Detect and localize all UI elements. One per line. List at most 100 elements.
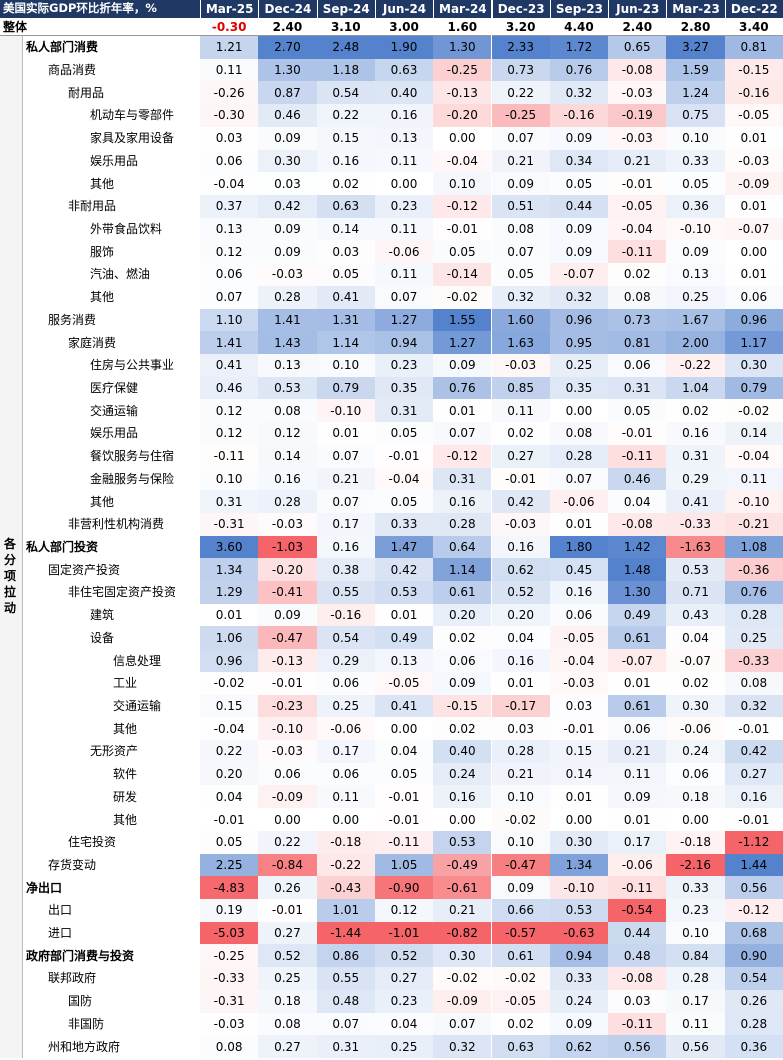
- row-label: 国防: [68, 994, 93, 1009]
- row-label: 软件: [113, 767, 138, 782]
- value-cell: 0.07: [374, 285, 434, 309]
- value-cell: 1.30: [433, 36, 492, 59]
- value-cell: 0.09: [608, 785, 667, 809]
- value-cell: 0.32: [491, 285, 550, 309]
- value-cell: 0.33: [549, 967, 609, 990]
- total-cell: 2.80: [666, 18, 725, 36]
- value-cell: 0.27: [374, 967, 434, 990]
- value-cell: 1.41: [200, 331, 259, 354]
- value-cell: -0.16: [549, 104, 609, 127]
- value-cell: 0.85: [491, 376, 550, 400]
- header-cell: Jun-23: [608, 0, 667, 18]
- value-cell: 0.94: [549, 944, 609, 968]
- value-cell: -0.18: [666, 830, 725, 854]
- value-cell: -0.22: [666, 353, 725, 377]
- row-label: 建筑: [90, 608, 115, 623]
- value-cell: 0.01: [549, 785, 609, 809]
- value-cell: 1.30: [258, 58, 317, 82]
- value-cell: 0.29: [666, 467, 725, 491]
- value-cell: -0.11: [608, 1012, 667, 1036]
- value-cell: 0.14: [549, 762, 609, 786]
- header-cell: Sep-24: [316, 0, 375, 18]
- row-label: 娱乐用品: [90, 153, 139, 168]
- value-cell: 0.07: [433, 422, 492, 445]
- value-cell: 0.43: [666, 603, 725, 627]
- value-cell: 0.95: [549, 331, 609, 354]
- value-cell: -0.01: [200, 808, 259, 831]
- value-cell: 0.27: [258, 1035, 317, 1058]
- value-cell: 1.21: [200, 36, 259, 59]
- value-cell: -0.04: [549, 649, 609, 672]
- value-cell: 0.76: [433, 376, 492, 400]
- value-cell: 0.56: [666, 1035, 725, 1058]
- value-cell: 0.07: [316, 444, 375, 468]
- value-cell: 0.05: [316, 263, 375, 286]
- value-cell: 0.46: [200, 376, 259, 400]
- value-cell: 0.81: [608, 331, 667, 354]
- value-cell: 1.10: [200, 308, 259, 332]
- value-cell: -0.21: [724, 512, 783, 536]
- value-cell: -0.15: [433, 694, 492, 718]
- value-cell: -0.84: [258, 853, 317, 877]
- value-cell: 0.03: [316, 240, 375, 264]
- value-cell: 0.05: [491, 263, 550, 286]
- value-cell: -0.04: [374, 467, 434, 491]
- value-cell: 0.16: [549, 581, 609, 604]
- row-label: 其他: [90, 176, 115, 191]
- value-cell: 0.06: [666, 762, 725, 786]
- value-cell: 0.30: [549, 830, 609, 854]
- value-cell: 0.16: [433, 785, 492, 809]
- value-cell: 1.01: [316, 899, 375, 922]
- value-cell: 1.05: [374, 853, 434, 877]
- value-cell: 0.52: [491, 581, 550, 604]
- value-cell: -0.02: [433, 285, 492, 309]
- value-cell: -0.08: [608, 512, 667, 536]
- value-cell: 2.70: [258, 36, 317, 59]
- value-cell: 0.49: [608, 603, 667, 627]
- value-cell: 0.53: [258, 376, 317, 400]
- value-cell: -0.18: [316, 830, 375, 854]
- value-cell: 0.28: [491, 740, 550, 763]
- row-label: 家具及家用设备: [90, 131, 175, 146]
- value-cell: 1.14: [433, 558, 492, 582]
- value-cell: 1.80: [549, 535, 609, 559]
- value-cell: 0.25: [724, 626, 783, 650]
- value-cell: 0.16: [316, 149, 375, 173]
- value-cell: 0.16: [491, 535, 550, 559]
- value-cell: 0.09: [549, 1012, 609, 1036]
- value-cell: -0.06: [549, 490, 609, 513]
- value-cell: 0.30: [666, 694, 725, 718]
- value-cell: 0.90: [724, 944, 783, 968]
- value-cell: 0.20: [433, 603, 492, 627]
- value-cell: 0.27: [491, 444, 550, 468]
- value-cell: 0.11: [374, 217, 434, 241]
- header-cell: Dec-23: [491, 0, 550, 18]
- value-cell: 1.41: [258, 308, 317, 332]
- value-cell: 0.16: [258, 467, 317, 491]
- value-cell: -0.04: [200, 172, 259, 195]
- value-cell: 0.36: [724, 1035, 783, 1058]
- value-cell: 0.03: [258, 172, 317, 195]
- value-cell: 1.67: [666, 308, 725, 332]
- value-cell: -0.02: [433, 967, 492, 990]
- value-cell: 0.05: [374, 490, 434, 513]
- value-cell: 3.60: [200, 535, 259, 559]
- value-cell: 1.72: [549, 36, 609, 59]
- value-cell: -0.01: [491, 467, 550, 491]
- value-cell: -0.31: [200, 989, 259, 1013]
- value-cell: 0.75: [666, 104, 725, 127]
- value-cell: 0.40: [374, 81, 434, 105]
- value-cell: 0.11: [316, 785, 375, 809]
- row-label: 其他: [90, 494, 115, 509]
- value-cell: 0.28: [258, 490, 317, 513]
- value-cell: -0.10: [258, 717, 317, 741]
- value-cell: 0.20: [491, 603, 550, 627]
- value-cell: 0.44: [549, 194, 609, 218]
- value-cell: 0.64: [433, 535, 492, 559]
- value-cell: 0.03: [200, 126, 259, 150]
- value-cell: -0.26: [200, 81, 259, 105]
- value-cell: 0.01: [200, 603, 259, 627]
- value-cell: 0.73: [608, 308, 667, 332]
- value-cell: 2.00: [666, 331, 725, 354]
- row-label: 私人部门投资: [26, 539, 99, 554]
